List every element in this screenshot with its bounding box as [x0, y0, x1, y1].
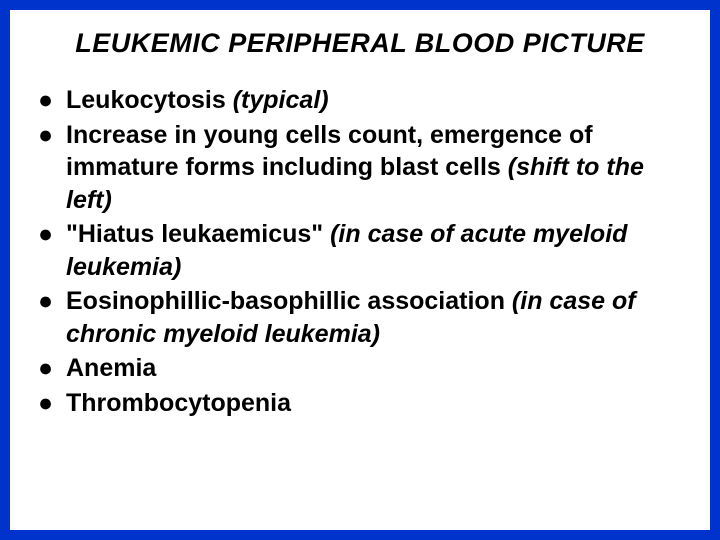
- list-item: ● Anemia: [38, 352, 690, 385]
- list-item: ● "Hiatus leukaemicus" (in case of acute…: [38, 218, 690, 283]
- bullet-italic: (typical): [233, 86, 329, 114]
- list-item: ● Eosinophillic-basophillic association …: [38, 285, 690, 350]
- bullet-pre: Thrombocytopenia: [66, 389, 291, 417]
- bullet-icon: ●: [38, 285, 66, 318]
- bullet-list: ● Leukocytosis (typical) ● Increase in y…: [30, 84, 690, 419]
- bullet-text: Increase in young cells count, emergence…: [66, 119, 690, 217]
- bullet-text: "Hiatus leukaemicus" (in case of acute m…: [66, 218, 690, 283]
- bullet-icon: ●: [38, 84, 66, 117]
- bullet-text: Eosinophillic-basophillic association (i…: [66, 285, 690, 350]
- bullet-pre: "Hiatus leukaemicus": [66, 220, 330, 248]
- slide-title: LEUKEMIC PERIPHERAL BLOOD PICTURE: [30, 28, 690, 59]
- bullet-pre: Leukocytosis: [66, 86, 233, 114]
- list-item: ● Thrombocytopenia: [38, 387, 690, 420]
- list-item: ● Leukocytosis (typical): [38, 84, 690, 117]
- bullet-pre: Anemia: [66, 354, 156, 382]
- bullet-icon: ●: [38, 352, 66, 385]
- list-item: ● Increase in young cells count, emergen…: [38, 119, 690, 217]
- slide-container: LEUKEMIC PERIPHERAL BLOOD PICTURE ● Leuk…: [10, 10, 710, 530]
- bullet-text: Leukocytosis (typical): [66, 84, 690, 117]
- bullet-text: Anemia: [66, 352, 690, 385]
- bullet-icon: ●: [38, 387, 66, 420]
- bullet-icon: ●: [38, 119, 66, 152]
- bullet-icon: ●: [38, 218, 66, 251]
- bullet-text: Thrombocytopenia: [66, 387, 690, 420]
- bullet-pre: Eosinophillic-basophillic association: [66, 287, 512, 315]
